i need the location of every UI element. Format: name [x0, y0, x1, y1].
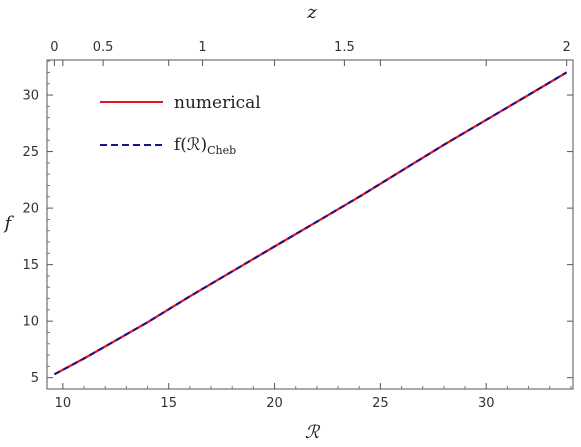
y-tick-label: 5: [31, 371, 39, 386]
x-tick-label: 15: [160, 396, 177, 411]
x-tick-label: 25: [372, 396, 389, 411]
plot-border: [46, 59, 574, 390]
top-axis-title: z: [306, 2, 317, 23]
left-axis: 5 10 15 20 25 30: [22, 60, 573, 386]
top-axis: 0 0.5 1 1.5 2: [50, 40, 571, 66]
x-tick-label: 10: [55, 396, 72, 411]
legend-label-cheb: f(ℛ)Cheb: [174, 135, 236, 157]
z-tick-label: 0: [50, 40, 58, 55]
y-tick-label: 30: [22, 89, 39, 104]
z-tick-label: 1: [198, 40, 206, 55]
legend: numerical f(ℛ)Cheb: [100, 93, 261, 157]
legend-label-numerical: numerical: [174, 93, 261, 113]
series-lines: [53, 71, 568, 376]
z-tick-label: 2: [563, 40, 571, 55]
bottom-axis: 10 15 20 25 30: [55, 60, 572, 411]
y-axis-title: f: [3, 213, 15, 234]
plot-frame: [46, 59, 574, 390]
y-tick-label: 20: [22, 202, 39, 217]
x-tick-label: 20: [266, 396, 283, 411]
z-tick-label: 0.5: [93, 40, 114, 55]
x-axis-title: ℛ: [305, 422, 321, 443]
y-tick-label: 25: [22, 145, 39, 160]
legend-label-cheb-main: f(ℛ): [174, 135, 207, 155]
x-tick-label: 30: [478, 396, 495, 411]
legend-label-cheb-subscript: Cheb: [207, 144, 236, 157]
z-tick-label: 1.5: [334, 40, 355, 55]
y-tick-label: 10: [22, 315, 39, 330]
y-tick-label: 15: [22, 258, 39, 273]
series-line-cheb: [53, 71, 568, 376]
